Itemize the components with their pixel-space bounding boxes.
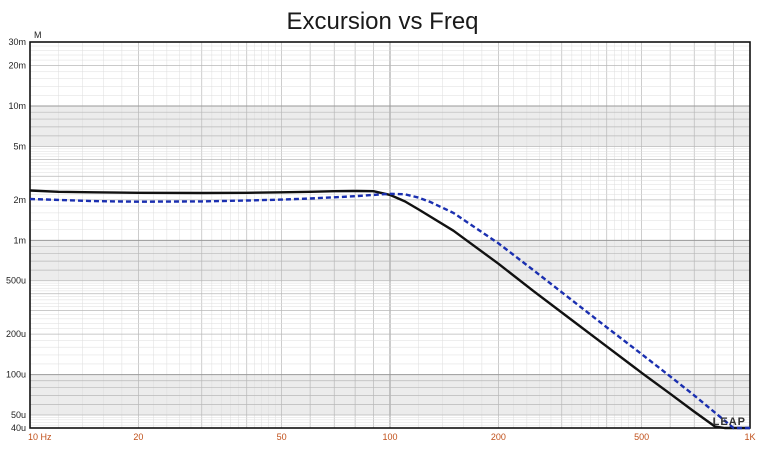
x-tick-label: 200: [491, 432, 506, 442]
y-tick-label: 2m: [13, 195, 26, 205]
x-tick-label: 20: [133, 432, 143, 442]
x-tick-labels: 10 Hz 20 50 100 200 500 1K: [28, 432, 756, 442]
y-tick-label: 20m: [8, 61, 26, 71]
y-tick-label: 1m: [13, 235, 26, 245]
y-tick-label: 50u: [11, 410, 26, 420]
plot-frame: [29, 41, 751, 429]
y-tick-labels: 30m 20m 10m 5m 2m 1m 500u 200u 100u 50u 40u: [6, 37, 26, 433]
x-tick-label: 50: [277, 432, 287, 442]
grid-lines: [29, 41, 751, 429]
x-tick-label: 100: [382, 432, 397, 442]
y-tick-label: 100u: [6, 370, 26, 380]
y-tick-label: 30m: [8, 37, 26, 47]
y-tick-label: 10m: [8, 101, 26, 111]
x-tick-label: 10 Hz: [28, 432, 52, 442]
series-line-solid: [29, 189, 750, 430]
y-unit-label: M: [34, 30, 42, 40]
y-tick-label: 500u: [6, 276, 26, 286]
leap-watermark: LEAP: [713, 416, 746, 428]
chart-title: Excursion vs Freq: [286, 8, 479, 35]
series-group: [29, 189, 750, 430]
series-line-dashed: [29, 192, 750, 430]
x-tick-label: 500: [634, 432, 649, 442]
x-tick-label: 1K: [744, 432, 755, 442]
y-tick-label: 40u: [11, 423, 26, 433]
y-tick-label: 5m: [13, 141, 26, 151]
y-tick-label: 200u: [6, 329, 26, 339]
